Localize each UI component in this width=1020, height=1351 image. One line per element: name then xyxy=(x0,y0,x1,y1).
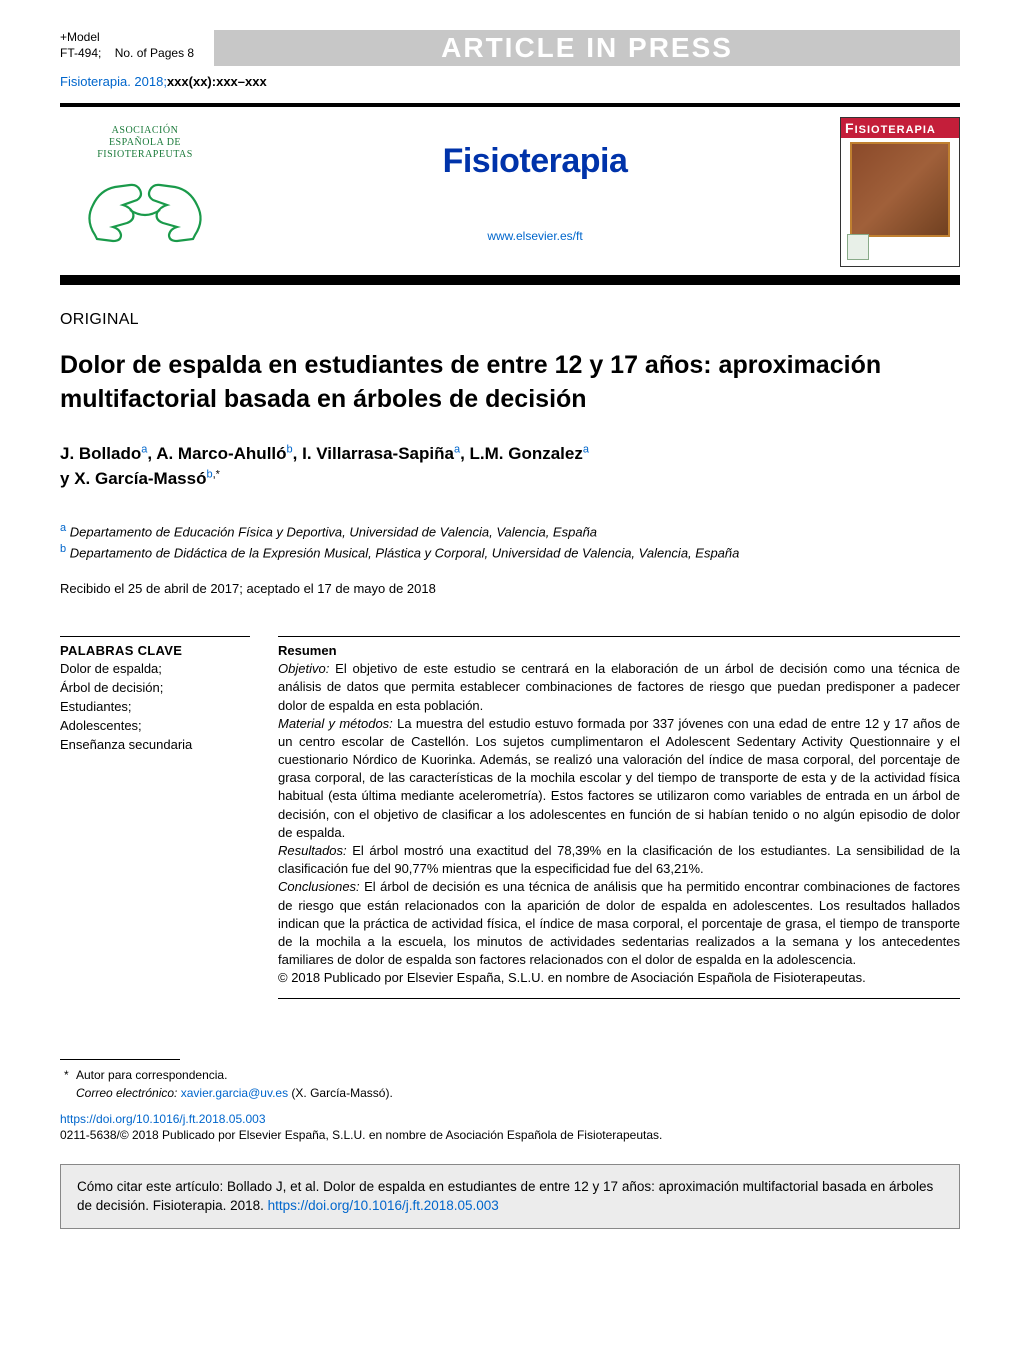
author-2-affil: b xyxy=(287,443,293,455)
model-label: +Model xyxy=(60,30,100,44)
abstract-heading: Resumen xyxy=(278,643,960,658)
footnote-separator xyxy=(60,1059,180,1060)
keyword-5: Enseñanza secundaria xyxy=(60,736,250,755)
citation-suffix: xxx(xx):xxx–xxx xyxy=(167,74,267,89)
email-link[interactable]: xavier.garcia@uv.es xyxy=(181,1086,288,1100)
keyword-2: Árbol de decisión; xyxy=(60,679,250,698)
model-info: +Model FT-494; No. of Pages 8 xyxy=(60,30,194,61)
affiliation-b: b Departamento de Didáctica de la Expres… xyxy=(60,541,960,563)
conclusiones-text: El árbol de decisión es una técnica de a… xyxy=(278,879,960,967)
author-4-name: L.M. Gonzalez xyxy=(470,444,583,463)
author-3: I. Villarrasa-Sapiñaa, xyxy=(302,444,469,463)
affiliation-b-text: Departamento de Didáctica de la Expresió… xyxy=(70,546,740,561)
keywords-rule xyxy=(60,636,250,637)
email-label: Correo electrónico: xyxy=(76,1086,177,1100)
email-author-name: (X. García-Massó). xyxy=(291,1086,392,1100)
association-line1: ASOCIACIÓN xyxy=(60,125,230,137)
top-header-row: +Model FT-494; No. of Pages 8 ARTICLE IN… xyxy=(60,30,960,66)
affiliations: a Departamento de Educación Física y Dep… xyxy=(60,520,960,564)
resultados-label: Resultados: xyxy=(278,843,347,858)
journal-header-banner: ASOCIACIÓN ESPAÑOLA DE FISIOTERAPEUTAS F… xyxy=(60,103,960,285)
author-5-name: X. García-Massó xyxy=(74,469,206,488)
keyword-1: Dolor de espalda; xyxy=(60,660,250,679)
keywords-column: PALABRAS CLAVE Dolor de espalda; Árbol d… xyxy=(60,636,250,998)
association-line3: FISIOTERAPEUTAS xyxy=(60,149,230,161)
affiliation-a-text: Departamento de Educación Física y Depor… xyxy=(70,524,597,539)
author-3-name: I. Villarrasa-Sapiña xyxy=(302,444,454,463)
article-in-press-banner: ARTICLE IN PRESS xyxy=(214,30,960,66)
association-logo: ASOCIACIÓN ESPAÑOLA DE FISIOTERAPEUTAS xyxy=(60,125,230,260)
author-3-affil: a xyxy=(454,443,460,455)
objetivo-text: El objetivo de este estudio se centrará … xyxy=(278,661,960,712)
conclusiones-label: Conclusiones: xyxy=(278,879,360,894)
abstract-bottom-rule xyxy=(278,998,960,999)
affiliation-a: a Departamento de Educación Física y Dep… xyxy=(60,520,960,542)
author-5: y X. García-Massób,* xyxy=(60,469,220,488)
association-line2: ESPAÑOLA DE xyxy=(60,137,230,149)
article-dates: Recibido el 25 de abril de 2017; aceptad… xyxy=(60,581,960,596)
citation-line: Fisioterapia. 2018;xxx(xx):xxx–xxx xyxy=(60,74,960,89)
keyword-4: Adolescentes; xyxy=(60,717,250,736)
keywords-heading: PALABRAS CLAVE xyxy=(60,643,250,658)
corresponding-label: Autor para correspondencia. xyxy=(76,1068,227,1082)
issn-copyright-line: 0211-5638/© 2018 Publicado por Elsevier … xyxy=(60,1128,960,1142)
abstract-wrapper: PALABRAS CLAVE Dolor de espalda; Árbol d… xyxy=(60,636,960,998)
abstract-body: Objetivo: El objetivo de este estudio se… xyxy=(278,660,960,987)
cover-badge-icon xyxy=(847,234,869,260)
abstract-top-rule xyxy=(278,636,960,637)
author-1-name: J. Bollado xyxy=(60,444,141,463)
authors-block: J. Bolladoa, A. Marco-Ahullób, I. Villar… xyxy=(60,441,960,492)
author-2-name: A. Marco-Ahulló xyxy=(156,444,286,463)
doi-line: https://doi.org/10.1016/j.ft.2018.05.003 xyxy=(60,1112,960,1126)
journal-title: Fisioterapia xyxy=(250,142,820,181)
cover-banner-text: FFISIOTERAPIAISIOTERAPIA xyxy=(841,118,959,138)
hands-icon xyxy=(75,165,215,255)
citation-box: Cómo citar este artículo: Bollado J, et … xyxy=(60,1164,960,1229)
cite-box-doi-link[interactable]: https://doi.org/10.1016/j.ft.2018.05.003 xyxy=(268,1198,499,1213)
author-1: J. Bolladoa, xyxy=(60,444,156,463)
journal-cover: FFISIOTERAPIAISIOTERAPIA xyxy=(840,117,960,267)
material-label: Material y métodos: xyxy=(278,716,393,731)
cover-image xyxy=(850,142,950,237)
article-in-press-text: ARTICLE IN PRESS xyxy=(441,32,733,63)
citation-prefix: Fisioterapia. 2018; xyxy=(60,74,167,89)
article-title: Dolor de espalda en estudiantes de entre… xyxy=(60,349,960,417)
author-1-affil: a xyxy=(141,443,147,455)
keywords-list: Dolor de espalda; Árbol de decisión; Est… xyxy=(60,660,250,754)
resultados-text: El árbol mostró una exactitud del 78,39%… xyxy=(278,843,960,876)
section-label: ORIGINAL xyxy=(60,311,960,329)
journal-center: Fisioterapia www.elsevier.es/ft xyxy=(250,142,820,243)
material-text: La muestra del estudio estuvo formada po… xyxy=(278,716,960,840)
doi-link[interactable]: https://doi.org/10.1016/j.ft.2018.05.003 xyxy=(60,1112,266,1126)
abstract-copyright: © 2018 Publicado por Elsevier España, S.… xyxy=(278,970,866,985)
objetivo-label: Objetivo: xyxy=(278,661,329,676)
email-line: Correo electrónico: xavier.garcia@uv.es … xyxy=(76,1084,960,1102)
pages-label: No. of Pages 8 xyxy=(115,46,194,60)
corresponding-star-2: * xyxy=(216,468,220,480)
author-4: L.M. Gonzaleza xyxy=(470,444,589,463)
author-5-prefix: y xyxy=(60,469,74,488)
corresponding-author-note: *Autor para correspondencia. xyxy=(76,1066,960,1084)
footnotes: *Autor para correspondencia. Correo elec… xyxy=(60,1066,960,1102)
author-4-affil: a xyxy=(583,443,589,455)
article-page: +Model FT-494; No. of Pages 8 ARTICLE IN… xyxy=(0,0,1020,1259)
cite-box-text: Cómo citar este artículo: Bollado J, et … xyxy=(77,1179,933,1214)
abstract-column: Resumen Objetivo: El objetivo de este es… xyxy=(278,636,960,998)
author-2: A. Marco-Ahullób, xyxy=(156,444,302,463)
keyword-3: Estudiantes; xyxy=(60,698,250,717)
model-id: FT-494; xyxy=(60,46,101,60)
journal-url-link[interactable]: www.elsevier.es/ft xyxy=(487,229,582,243)
citation-journal-link[interactable]: Fisioterapia. 2018; xyxy=(60,74,167,89)
